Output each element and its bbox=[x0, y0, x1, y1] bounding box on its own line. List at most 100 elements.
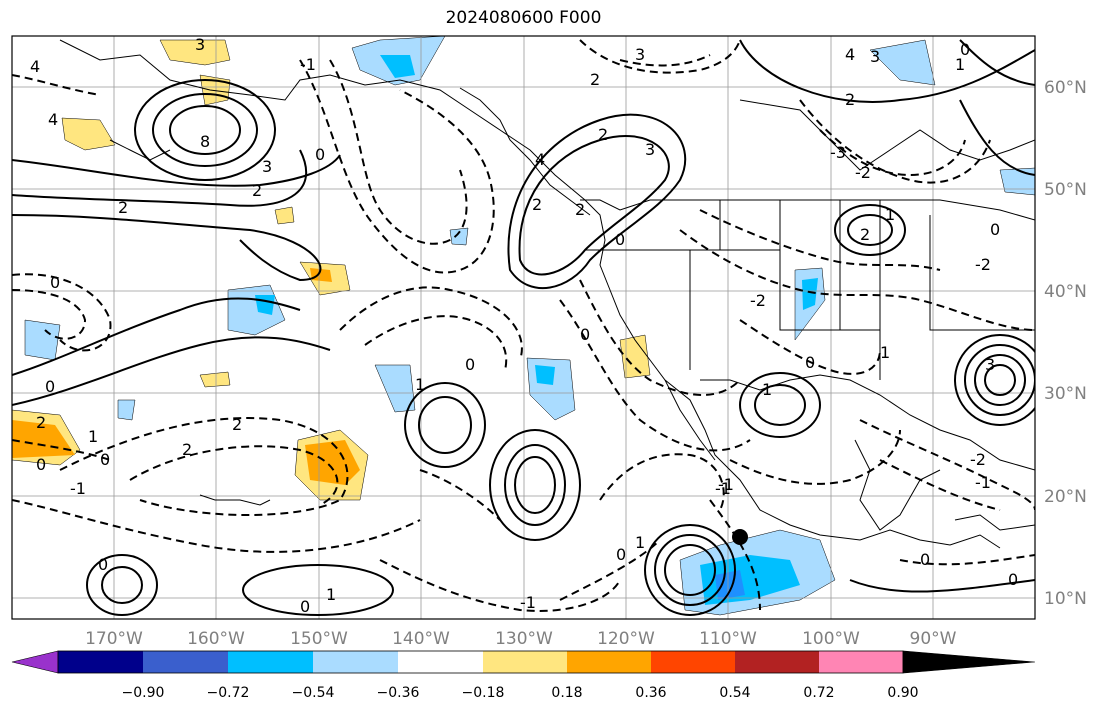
contour-label: 0 bbox=[36, 455, 46, 474]
contour-label: -2 bbox=[750, 291, 766, 310]
contour-label: 8 bbox=[200, 132, 210, 151]
contour-label: 4 bbox=[48, 110, 58, 129]
contour-label: 0 bbox=[580, 325, 590, 344]
contour-label: 3 bbox=[262, 157, 272, 176]
contour-label: 1 bbox=[415, 375, 425, 394]
contour-label: 2 bbox=[36, 413, 46, 432]
contour-label: 0 bbox=[616, 545, 626, 564]
contour-label: 0 bbox=[315, 145, 325, 164]
contour-label: -1 bbox=[300, 55, 316, 74]
contour-label: 1 bbox=[955, 55, 965, 74]
contour-label: 2 bbox=[118, 198, 128, 217]
colorbar-tick-label: 0.36 bbox=[635, 685, 666, 701]
colorbar-tick-label: −0.72 bbox=[207, 685, 250, 701]
contour-label: -1 bbox=[975, 473, 991, 492]
lon-label: 170°W bbox=[85, 629, 143, 649]
contour-label: 1 bbox=[635, 533, 645, 552]
colorbar-extend-high bbox=[902, 650, 1036, 674]
contour-label: -2 bbox=[970, 450, 986, 469]
colorbar-segment bbox=[313, 651, 398, 673]
contour-label: 0 bbox=[100, 450, 110, 469]
contour-label: 3 bbox=[645, 140, 655, 159]
contour-label: 0 bbox=[45, 377, 55, 396]
contour-label: 3 bbox=[985, 355, 995, 374]
contour-label: 1 bbox=[880, 343, 890, 362]
storm-marker bbox=[732, 529, 748, 545]
contour-label: 4 bbox=[30, 57, 40, 76]
lon-label: 110°W bbox=[699, 629, 757, 649]
contour-label: 2 bbox=[598, 125, 608, 144]
contour-label: 2 bbox=[590, 70, 600, 89]
lat-label: 60°N bbox=[1044, 78, 1087, 98]
contour-label: -1 bbox=[715, 479, 731, 498]
contour-label: 0 bbox=[615, 230, 625, 249]
map-area bbox=[12, 36, 1035, 619]
contour-label: 3 bbox=[195, 35, 205, 54]
contour-label: 0 bbox=[960, 40, 970, 59]
colorbar-tick-label: −0.18 bbox=[462, 685, 505, 701]
lon-label: 160°W bbox=[187, 629, 245, 649]
contour-label: -2 bbox=[855, 163, 871, 182]
lon-label: 140°W bbox=[392, 629, 450, 649]
colorbar-segment bbox=[58, 651, 143, 673]
contour-label: -1 bbox=[520, 593, 536, 612]
negative-contours bbox=[12, 39, 1035, 612]
contour-label: 4 bbox=[535, 150, 545, 169]
colorbar-tick-label: 0.90 bbox=[887, 685, 918, 701]
colorbar-segment bbox=[483, 651, 567, 673]
contour-label: -1 bbox=[718, 475, 734, 494]
lat-label: 10°N bbox=[1044, 589, 1087, 609]
contour-label: 1 bbox=[885, 205, 895, 224]
contour-label: 0 bbox=[465, 355, 475, 374]
contour-label: 3 bbox=[870, 47, 880, 66]
lat-label: 20°N bbox=[1044, 487, 1087, 507]
lon-label: 130°W bbox=[495, 629, 553, 649]
contour-label: -3 bbox=[830, 143, 846, 162]
contour-label: 2 bbox=[252, 181, 262, 200]
contour-label: 2 bbox=[182, 440, 192, 459]
contour-label: 0 bbox=[1008, 570, 1018, 589]
colorbar-segment bbox=[819, 651, 903, 673]
colorbar-segment bbox=[398, 651, 483, 673]
lon-label: 150°W bbox=[290, 629, 348, 649]
map-title: 2024080600 F000 bbox=[445, 8, 602, 28]
contour-label: 3 bbox=[635, 45, 645, 64]
positive-contours bbox=[12, 39, 1035, 616]
longitude-labels: 170°W 160°W 150°W 140°W 130°W 120°W 110°… bbox=[85, 629, 957, 649]
contour-label: 0 bbox=[920, 550, 930, 569]
contour-label: 0 bbox=[805, 353, 815, 372]
contour-label: 0 bbox=[50, 273, 60, 292]
lon-label: 90°W bbox=[910, 629, 957, 649]
colorbar-segment bbox=[228, 651, 313, 673]
contour-label: 4 bbox=[845, 45, 855, 64]
lat-label: 50°N bbox=[1044, 180, 1087, 200]
colorbar-tick-label: −0.36 bbox=[377, 685, 420, 701]
contour-label: 2 bbox=[532, 195, 542, 214]
contour-label: -1 bbox=[70, 479, 86, 498]
lat-label: 40°N bbox=[1044, 282, 1087, 302]
contour-label: 0 bbox=[990, 220, 1000, 239]
colorbar-segment bbox=[567, 651, 651, 673]
latitude-labels: 60°N 50°N 40°N 30°N 20°N 10°N bbox=[1044, 78, 1087, 609]
lon-label: 100°W bbox=[802, 629, 860, 649]
colorbar-segment bbox=[735, 651, 819, 673]
contour-label: 0 bbox=[98, 555, 108, 574]
colorbar-segment bbox=[143, 651, 228, 673]
colorbar-extend-low bbox=[11, 650, 59, 674]
lat-label: 30°N bbox=[1044, 384, 1087, 404]
contour-label: 2 bbox=[845, 90, 855, 109]
map-frame bbox=[11, 35, 1036, 620]
contour-label: 1 bbox=[88, 427, 98, 446]
contour-label: 1 bbox=[326, 585, 336, 604]
contour-label: -2 bbox=[975, 255, 991, 274]
contour-label: 2 bbox=[232, 415, 242, 434]
colorbar-tick-label: 0.54 bbox=[719, 685, 750, 701]
map-grid bbox=[12, 36, 1035, 619]
contour-label: 0 bbox=[300, 597, 310, 616]
colorbar-tick-label: −0.54 bbox=[292, 685, 335, 701]
colorbar-segment bbox=[651, 651, 735, 673]
contour-label: 2 bbox=[575, 200, 585, 219]
contour-label: 1 bbox=[762, 380, 772, 399]
colorbar-tick-label: 0.18 bbox=[551, 685, 582, 701]
